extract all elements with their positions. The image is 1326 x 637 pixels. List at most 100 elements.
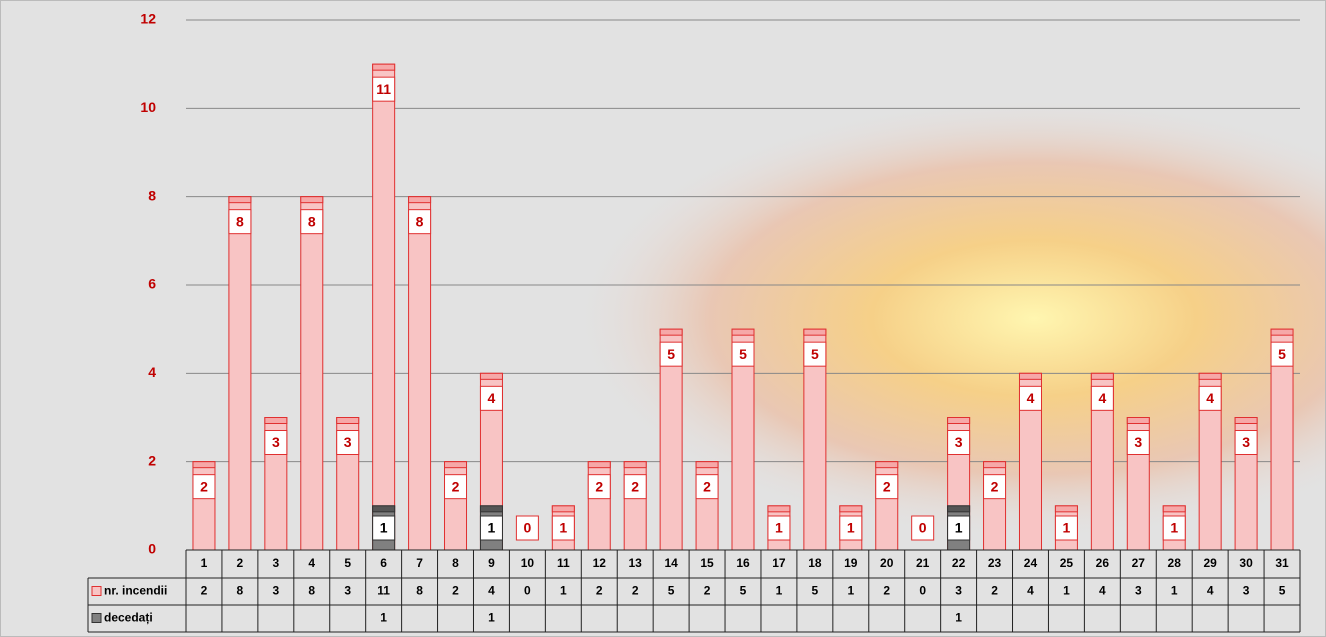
value-label: 1 — [775, 520, 783, 536]
value-label: 8 — [416, 213, 424, 229]
table-value: 1 — [1063, 584, 1070, 598]
x-tick-label: 2 — [237, 556, 244, 570]
value-label: 1 — [1170, 520, 1178, 536]
value-label: 2 — [595, 478, 603, 494]
table-value: 1 — [847, 584, 854, 598]
x-tick-label: 15 — [700, 556, 714, 570]
value-label: 3 — [1242, 434, 1250, 450]
table-value: 4 — [488, 584, 495, 598]
value-label: 1 — [955, 520, 963, 536]
bar-top — [948, 418, 970, 424]
x-tick-label: 19 — [844, 556, 858, 570]
table-value: 2 — [883, 584, 890, 598]
x-tick-label: 31 — [1275, 556, 1289, 570]
table-value: 1 — [1171, 584, 1178, 598]
bar-top — [445, 462, 467, 468]
bar-top — [337, 418, 359, 424]
value-label: 2 — [703, 478, 711, 494]
x-tick-label: 1 — [201, 556, 208, 570]
bar — [409, 197, 431, 550]
table-value: 1 — [380, 611, 387, 625]
bar-top — [193, 462, 215, 468]
bar-top — [1163, 506, 1185, 512]
x-tick-label: 9 — [488, 556, 495, 570]
x-tick-label: 29 — [1203, 556, 1217, 570]
x-tick-label: 26 — [1096, 556, 1110, 570]
x-tick-label: 4 — [308, 556, 315, 570]
table-value: 1 — [776, 584, 783, 598]
value-label: 5 — [667, 346, 675, 362]
value-label: 0 — [919, 520, 927, 536]
value-label: 4 — [1098, 390, 1106, 406]
table-value: 8 — [416, 584, 423, 598]
table-value: 5 — [740, 584, 747, 598]
x-tick-label: 24 — [1024, 556, 1038, 570]
table-value: 11 — [377, 584, 390, 598]
value-label: 2 — [452, 478, 460, 494]
y-tick-label: 0 — [148, 541, 156, 557]
y-tick-label: 4 — [148, 364, 156, 380]
value-label: 8 — [236, 213, 244, 229]
bar-top — [1199, 373, 1221, 379]
value-label: 1 — [1063, 520, 1071, 536]
value-label: 1 — [380, 520, 388, 536]
bar-top — [696, 462, 718, 468]
bar-top — [1271, 329, 1293, 335]
table-value: 0 — [524, 584, 531, 598]
y-tick-label: 6 — [148, 276, 156, 292]
table-value: 4 — [1207, 584, 1214, 598]
x-tick-label: 22 — [952, 556, 966, 570]
legend-symbol — [92, 614, 101, 623]
table-value: 0 — [919, 584, 926, 598]
table-value: 1 — [560, 584, 567, 598]
x-tick-label: 3 — [272, 556, 279, 570]
chart: 0246810122838311824012252515120324143143… — [0, 0, 1326, 637]
value-label: 5 — [811, 346, 819, 362]
table-value: 3 — [1135, 584, 1142, 598]
table-value: 4 — [1027, 584, 1034, 598]
bar-top — [840, 506, 862, 512]
table-value: 8 — [237, 584, 244, 598]
value-label: 4 — [488, 390, 496, 406]
y-tick-label: 2 — [148, 452, 156, 468]
bar-top — [1055, 506, 1077, 512]
legend-symbol — [92, 587, 101, 596]
x-tick-label: 12 — [593, 556, 607, 570]
bar-top — [265, 418, 287, 424]
x-tick-label: 6 — [380, 556, 387, 570]
table-value: 2 — [704, 584, 711, 598]
bar — [229, 197, 251, 550]
value-label: 1 — [847, 520, 855, 536]
table-value: 2 — [201, 584, 208, 598]
value-label: 2 — [883, 478, 891, 494]
x-tick-label: 28 — [1168, 556, 1182, 570]
x-tick-label: 10 — [521, 556, 535, 570]
table-value: 2 — [596, 584, 603, 598]
bar-top — [732, 329, 754, 335]
bar-top — [373, 506, 395, 512]
table-value: 2 — [991, 584, 998, 598]
x-tick-label: 23 — [988, 556, 1002, 570]
table-value: 1 — [488, 611, 495, 625]
y-tick-label: 8 — [148, 187, 156, 203]
y-tick-label: 12 — [140, 11, 156, 27]
x-tick-label: 14 — [664, 556, 678, 570]
x-tick-label: 7 — [416, 556, 423, 570]
value-label: 0 — [523, 520, 531, 536]
table-value: 4 — [1099, 584, 1106, 598]
table-value: 8 — [308, 584, 315, 598]
bar-top — [660, 329, 682, 335]
bar-top — [480, 373, 502, 379]
bar-top — [409, 197, 431, 203]
value-label: 3 — [955, 434, 963, 450]
bar-top — [1127, 418, 1149, 424]
bar-top — [624, 462, 646, 468]
bar — [301, 197, 323, 550]
x-tick-label: 5 — [344, 556, 351, 570]
x-tick-label: 20 — [880, 556, 894, 570]
value-label: 4 — [1206, 390, 1214, 406]
bar-top — [480, 506, 502, 512]
y-tick-label: 10 — [140, 99, 156, 115]
bar-top — [301, 197, 323, 203]
value-label: 3 — [1134, 434, 1142, 450]
